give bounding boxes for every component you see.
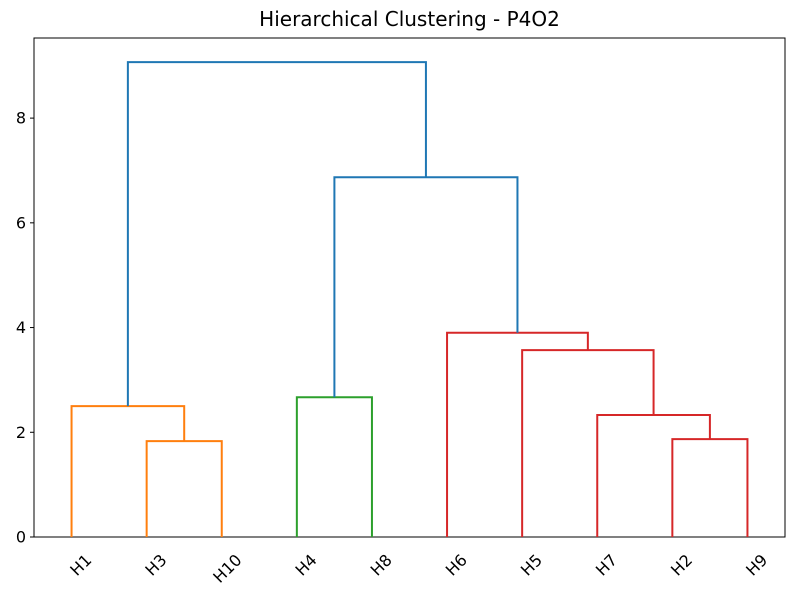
leaf-label-h3: H3 — [141, 550, 170, 579]
y-tick-label: 2 — [16, 423, 26, 442]
leaf-label-h10: H10 — [209, 550, 245, 586]
leaf-label-h9: H9 — [742, 550, 771, 579]
dendrogram-link — [295, 396, 373, 537]
y-tick-label: 0 — [16, 528, 26, 547]
leaf-label-h8: H8 — [367, 550, 396, 579]
y-tick-label: 6 — [16, 213, 26, 232]
leaf-label-h1: H1 — [66, 550, 95, 579]
leaf-label-h6: H6 — [442, 550, 471, 579]
y-tick-label: 4 — [16, 318, 26, 337]
dendrogram-link — [145, 440, 223, 537]
chart-title: Hierarchical Clustering - P4O2 — [259, 7, 560, 31]
plot-frame — [33, 37, 786, 538]
leaf-label-h7: H7 — [592, 550, 621, 579]
dendrogram-link — [446, 331, 589, 537]
leaf-label-h5: H5 — [517, 550, 546, 579]
dendrogram-link — [521, 349, 655, 537]
dendrogram-link — [126, 61, 427, 407]
dendrogram-link — [70, 405, 186, 537]
leaf-label-h4: H4 — [292, 550, 321, 579]
dendrogram-link — [596, 413, 711, 537]
dendrogram-link — [333, 176, 519, 398]
plot-area: 0 2 4 6 8 H1 H3 H10 H4 H8 H6 H5 H7 H2 H9 — [16, 37, 786, 587]
leaf-label-h2: H2 — [667, 550, 696, 579]
dendrogram-link — [671, 438, 749, 537]
y-tick-label: 8 — [16, 109, 26, 128]
